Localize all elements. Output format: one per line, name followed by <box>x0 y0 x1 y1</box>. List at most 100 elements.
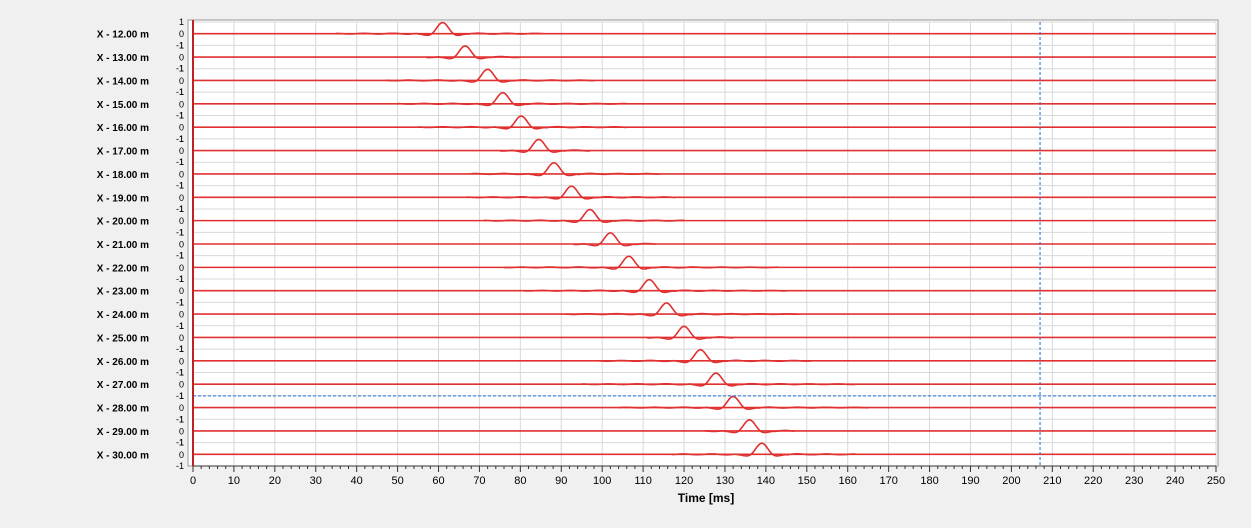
y-tick-label: 1 <box>179 181 184 191</box>
x-tick-label: 10 <box>228 475 240 487</box>
trace-wavelet <box>647 325 734 340</box>
axis-layer: 0 10 20 30 40 50 60 70 80 90 100 110 120 130 140 150 160… <box>97 17 1225 487</box>
x-tick-label: 90 <box>555 475 567 487</box>
y-tick-label: 0 <box>179 286 184 296</box>
y-tick-label: -1 <box>176 110 184 120</box>
y-tick-label: -1 <box>176 438 184 448</box>
trace-wavelet <box>418 115 627 130</box>
x-tick-label: 120 <box>675 475 693 487</box>
trace-wavelet <box>618 395 869 411</box>
y-tick-label: 1 <box>179 251 184 261</box>
y-tick-label: 0 <box>179 169 184 179</box>
x-tick-label: 250 <box>1207 475 1225 487</box>
y-tick-label: 1 <box>179 414 184 424</box>
y-tick-label: 0 <box>179 123 184 133</box>
y-tick-label: 0 <box>179 356 184 366</box>
trace-label: X - 26.00 m <box>97 357 149 368</box>
x-tick-label: 0 <box>190 475 196 487</box>
y-tick-label: 0 <box>179 53 184 63</box>
trace-label: X - 27.00 m <box>97 380 149 391</box>
trace-wavelet <box>426 45 521 60</box>
x-tick-label: 240 <box>1166 475 1184 487</box>
trace-label: X - 20.00 m <box>97 217 149 228</box>
trace-wavelet <box>503 255 779 270</box>
trace-wavelet <box>565 302 799 317</box>
x-axis-title: Time [ms] <box>678 491 734 505</box>
y-tick-label: -1 <box>176 414 184 424</box>
y-tick-label: 1 <box>179 17 184 27</box>
y-tick-label: 0 <box>179 240 184 250</box>
y-tick-label: -1 <box>176 181 184 191</box>
x-tick-label: 170 <box>879 475 897 487</box>
trace-wavelet <box>499 138 590 153</box>
y-tick-label: 1 <box>179 64 184 74</box>
y-tick-label: -1 <box>176 227 184 237</box>
y-tick-label: -1 <box>176 40 184 50</box>
y-tick-label: 0 <box>179 146 184 156</box>
trace-label: X - 17.00 m <box>97 147 149 158</box>
y-tick-label: 0 <box>179 193 184 203</box>
trace-label: X - 28.00 m <box>97 404 149 415</box>
cursor-layer[interactable] <box>193 22 1216 466</box>
x-tick-label: 20 <box>269 475 281 487</box>
y-tick-label: 1 <box>179 368 184 378</box>
y-tick-label: 1 <box>179 204 184 214</box>
trace-layer <box>193 21 1216 457</box>
x-tick-label: 70 <box>473 475 485 487</box>
trace-label: X - 16.00 m <box>97 123 149 134</box>
trace-label: X - 12.00 m <box>97 30 149 41</box>
y-tick-label: -1 <box>176 344 184 354</box>
trace-label: X - 23.00 m <box>97 287 149 298</box>
x-tick-label: 40 <box>351 475 363 487</box>
trace-wavelet <box>704 419 795 434</box>
y-tick-label: -1 <box>176 391 184 401</box>
y-tick-label: -1 <box>176 321 184 331</box>
y-tick-label: -1 <box>176 64 184 74</box>
plot-area <box>187 19 1219 467</box>
y-tick-label: -1 <box>176 134 184 144</box>
y-tick-label: 1 <box>179 110 184 120</box>
x-tick-label: 190 <box>961 475 979 487</box>
y-tick-label: 0 <box>179 380 184 390</box>
y-tick-label: 0 <box>179 99 184 109</box>
y-tick-label: 1 <box>179 297 184 307</box>
y-tick-label: 0 <box>179 310 184 320</box>
trace-wavelet <box>671 442 856 457</box>
y-tick-label: 1 <box>179 87 184 97</box>
y-tick-label: 0 <box>179 426 184 436</box>
x-tick-label: 210 <box>1043 475 1061 487</box>
trace-label: X - 22.00 m <box>97 263 149 274</box>
trace-wavelet <box>581 372 856 387</box>
y-tick-label: 1 <box>179 274 184 284</box>
y-tick-label: 0 <box>179 76 184 86</box>
trace-wavelet <box>471 161 660 177</box>
y-tick-label: -1 <box>176 157 184 167</box>
y-tick-label: -1 <box>176 251 184 261</box>
y-tick-label: -1 <box>176 274 184 284</box>
x-tick-label: 220 <box>1084 475 1102 487</box>
y-tick-label: -1 <box>176 204 184 214</box>
y-tick-label: 0 <box>179 216 184 226</box>
x-tick-label: 160 <box>839 475 857 487</box>
y-tick-label: 1 <box>179 157 184 167</box>
trace-wavelet <box>573 232 656 247</box>
trace-wavelet <box>467 185 676 200</box>
y-tick-label: 1 <box>179 391 184 401</box>
x-tick-label: 60 <box>432 475 444 487</box>
x-tick-label: 140 <box>757 475 775 487</box>
trace-wavelet <box>598 348 811 364</box>
y-tick-label: 0 <box>179 29 184 39</box>
y-tick-label: 1 <box>179 227 184 237</box>
trace-label: X - 24.00 m <box>97 310 149 321</box>
y-tick-label: 0 <box>179 450 184 460</box>
y-tick-label: 0 <box>179 263 184 273</box>
trace-wavelet <box>397 91 627 107</box>
trace-wavelet <box>524 278 787 294</box>
trace-label: X - 21.00 m <box>97 240 149 251</box>
x-tick-label: 110 <box>634 475 652 487</box>
y-tick-label: 1 <box>179 344 184 354</box>
x-tick-label: 230 <box>1125 475 1143 487</box>
trace-label: X - 18.00 m <box>97 170 149 181</box>
trace-label: X - 25.00 m <box>97 333 149 344</box>
